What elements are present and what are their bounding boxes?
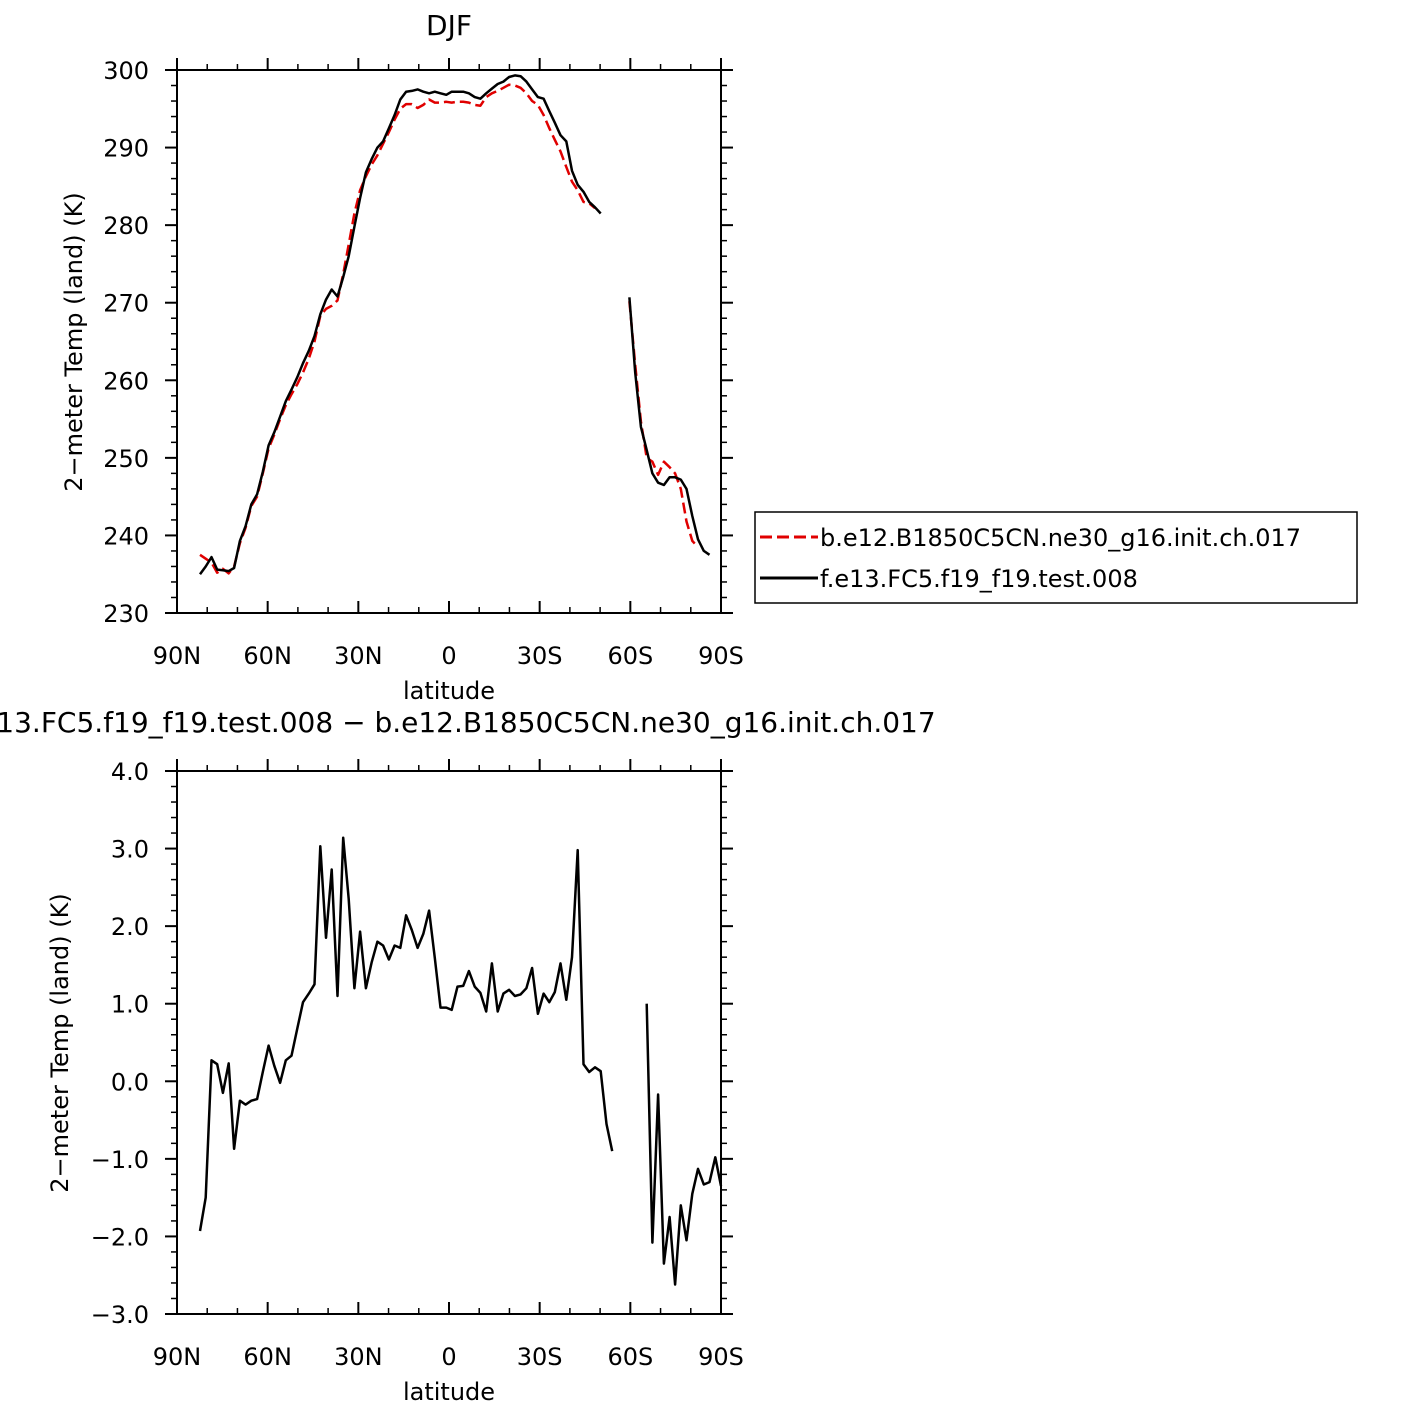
top-plot-frame	[176, 69, 722, 614]
bottom-x-tick-label-5: 60S	[607, 1343, 653, 1371]
top-x-tick-label-3: 0	[441, 642, 456, 670]
bottom-y-tick-label-1: 3.0	[111, 836, 149, 864]
bottom-x-tick-label-0: 90N	[153, 1343, 202, 1371]
top-plot-area: 90N 60N 30N 0 30S 60S 90S 300 290 280 270 260 250 240…	[103, 57, 744, 670]
top-x-tick-label-4: 30S	[517, 642, 563, 670]
bottom-chart-title: f.e13.FC5.f19_f19.test.008 − b.e12.B1850…	[0, 706, 936, 739]
top-y-axis-label: 2−meter Temp (land) (K)	[60, 192, 88, 491]
bottom-x-tick-label-4: 30S	[517, 1343, 563, 1371]
bottom-x-tick-label-3: 0	[441, 1343, 456, 1371]
top-y-tick-label-0: 300	[103, 57, 149, 85]
legend: b.e12.B1850C5CN.ne30_g16.init.ch.017 f.e…	[754, 511, 1358, 604]
top-y-tick-label-4: 260	[103, 367, 149, 395]
bottom-y-tick-label-2: 2.0	[111, 913, 149, 941]
bottom-y-tick-label-4: 0.0	[111, 1068, 149, 1096]
bottom-plot-area: 90N 60N 30N 0 30S 60S 90S 4.0 3.0 2.0 1.0 0.0 −1.0 −2…	[91, 758, 744, 1371]
bottom-x-tick-label-2: 30N	[334, 1343, 383, 1371]
bottom-plot-frame	[176, 770, 722, 1315]
top-y-tick-label-1: 290	[103, 135, 149, 163]
top-y-tick-label-2: 280	[103, 212, 149, 240]
bottom-y-tick-label-6: −2.0	[91, 1223, 149, 1251]
bottom-panel: f.e13.FC5.f19_f19.test.008 − b.e12.B1850…	[0, 706, 936, 1406]
bottom-x-tick-label-6: 90S	[698, 1343, 744, 1371]
top-y-tick-label-5: 250	[103, 445, 149, 473]
bottom-series-0-line-segment-1	[645, 1003, 723, 1286]
bottom-series-0-line-segment-0	[198, 836, 614, 1232]
top-x-tick-label-1: 60N	[243, 642, 292, 670]
bottom-y-tick-label-5: −1.0	[91, 1146, 149, 1174]
top-x-tick-label-2: 30N	[334, 642, 383, 670]
top-series-0-line-segment-0	[199, 83, 596, 575]
top-y-tick-label-3: 270	[103, 290, 149, 318]
bottom-y-tick-label-0: 4.0	[111, 758, 149, 786]
top-x-tick-label-0: 90N	[153, 642, 202, 670]
bottom-y-tick-label-3: 1.0	[111, 991, 149, 1019]
bottom-x-axis-label: latitude	[403, 1378, 495, 1406]
top-x-tick-label-6: 90S	[698, 642, 744, 670]
top-series-1-line-segment-0	[198, 74, 602, 575]
legend-label-test: f.e13.FC5.f19_f19.test.008	[820, 565, 1138, 593]
top-x-tick-label-5: 60S	[607, 642, 653, 670]
legend-box	[754, 511, 1358, 604]
top-chart-title: DJF	[426, 9, 472, 42]
top-x-axis-label: latitude	[403, 677, 495, 705]
bottom-y-tick-label-7: −3.0	[91, 1301, 149, 1329]
bottom-y-axis-label: 2−meter Temp (land) (K)	[46, 893, 74, 1192]
top-panel: DJF latitude 2−meter Temp (land) (K) 90N…	[60, 9, 744, 705]
legend-label-control: b.e12.B1850C5CN.ne30_g16.init.ch.017	[820, 524, 1301, 552]
bottom-x-tick-label-1: 60N	[243, 1343, 292, 1371]
top-y-tick-label-6: 240	[103, 522, 149, 550]
top-series-1-line-segment-1	[628, 297, 711, 556]
top-y-tick-label-7: 230	[103, 600, 149, 628]
